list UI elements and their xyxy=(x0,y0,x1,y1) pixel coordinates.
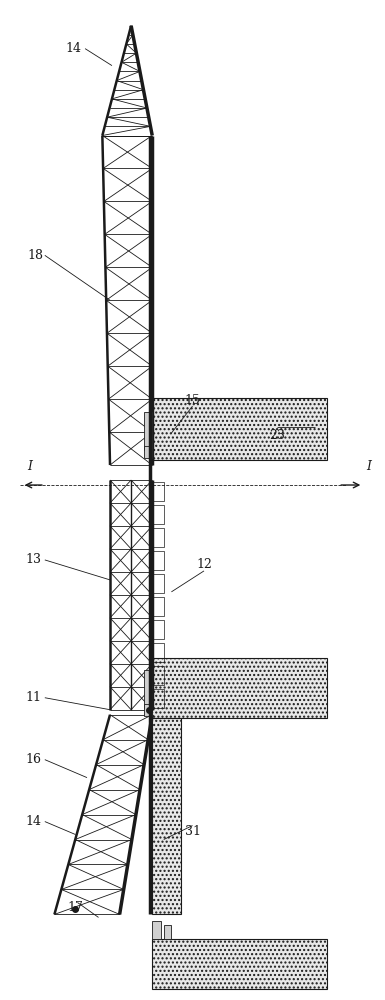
Text: 16: 16 xyxy=(25,753,41,766)
Text: I: I xyxy=(367,460,372,473)
Text: 17: 17 xyxy=(67,901,84,914)
Bar xyxy=(152,718,181,914)
Bar xyxy=(164,925,171,939)
Text: I: I xyxy=(27,460,32,473)
Bar xyxy=(152,620,164,639)
Bar xyxy=(152,398,327,460)
Bar xyxy=(144,670,152,708)
Text: 18: 18 xyxy=(27,249,43,262)
Text: 14: 14 xyxy=(25,815,41,828)
Bar xyxy=(152,505,164,524)
Text: 12: 12 xyxy=(196,558,212,571)
Bar xyxy=(152,597,164,616)
Bar xyxy=(152,643,164,662)
Text: 31: 31 xyxy=(184,825,201,838)
Text: 13: 13 xyxy=(25,553,41,566)
Text: 15: 15 xyxy=(184,394,201,407)
Bar xyxy=(152,658,327,718)
Text: 14: 14 xyxy=(65,42,82,55)
Bar xyxy=(152,574,164,593)
Bar xyxy=(152,921,161,939)
Bar xyxy=(152,551,164,570)
Text: 11: 11 xyxy=(25,691,41,704)
Bar xyxy=(152,939,327,989)
Bar xyxy=(152,528,164,547)
Bar xyxy=(152,482,164,501)
Bar xyxy=(152,666,164,685)
Bar xyxy=(144,704,152,716)
Bar xyxy=(152,689,164,708)
Text: 23: 23 xyxy=(269,429,285,442)
Bar xyxy=(144,412,152,450)
Bar xyxy=(144,446,152,458)
